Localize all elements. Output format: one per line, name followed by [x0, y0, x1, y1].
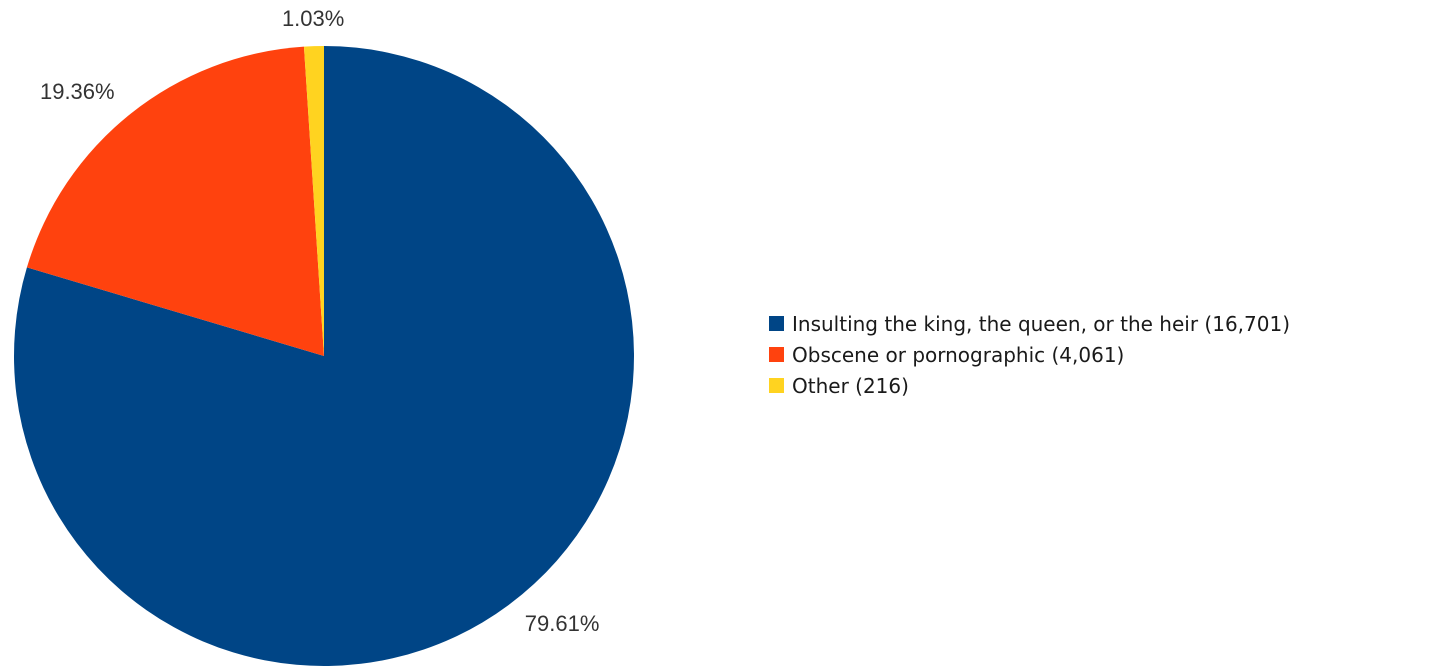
legend-label: Other (216) — [792, 373, 909, 398]
legend: Insulting the king, the queen, or the he… — [769, 308, 1290, 401]
legend-swatch — [769, 347, 784, 362]
percent-label-obscene: 19.36% — [40, 79, 115, 104]
legend-label: Insulting the king, the queen, or the he… — [792, 311, 1291, 336]
percent-label-insulting: 79.61% — [525, 611, 600, 636]
legend-item-insulting: Insulting the king, the queen, or the he… — [769, 308, 1290, 339]
legend-label: Obscene or pornographic (4,061) — [792, 342, 1125, 367]
legend-swatch — [769, 316, 784, 331]
percent-label-other: 1.03% — [282, 6, 344, 31]
legend-swatch — [769, 378, 784, 393]
pie-slices — [13, 46, 634, 666]
legend-item-other: Other (216) — [769, 370, 1290, 401]
slice-insulting — [13, 46, 634, 666]
slice-obscene — [26, 46, 325, 357]
legend-item-obscene: Obscene or pornographic (4,061) — [769, 339, 1290, 370]
pie-percent-labels: 79.61% 19.36% 1.03% — [40, 6, 599, 636]
slice-other — [303, 46, 324, 356]
